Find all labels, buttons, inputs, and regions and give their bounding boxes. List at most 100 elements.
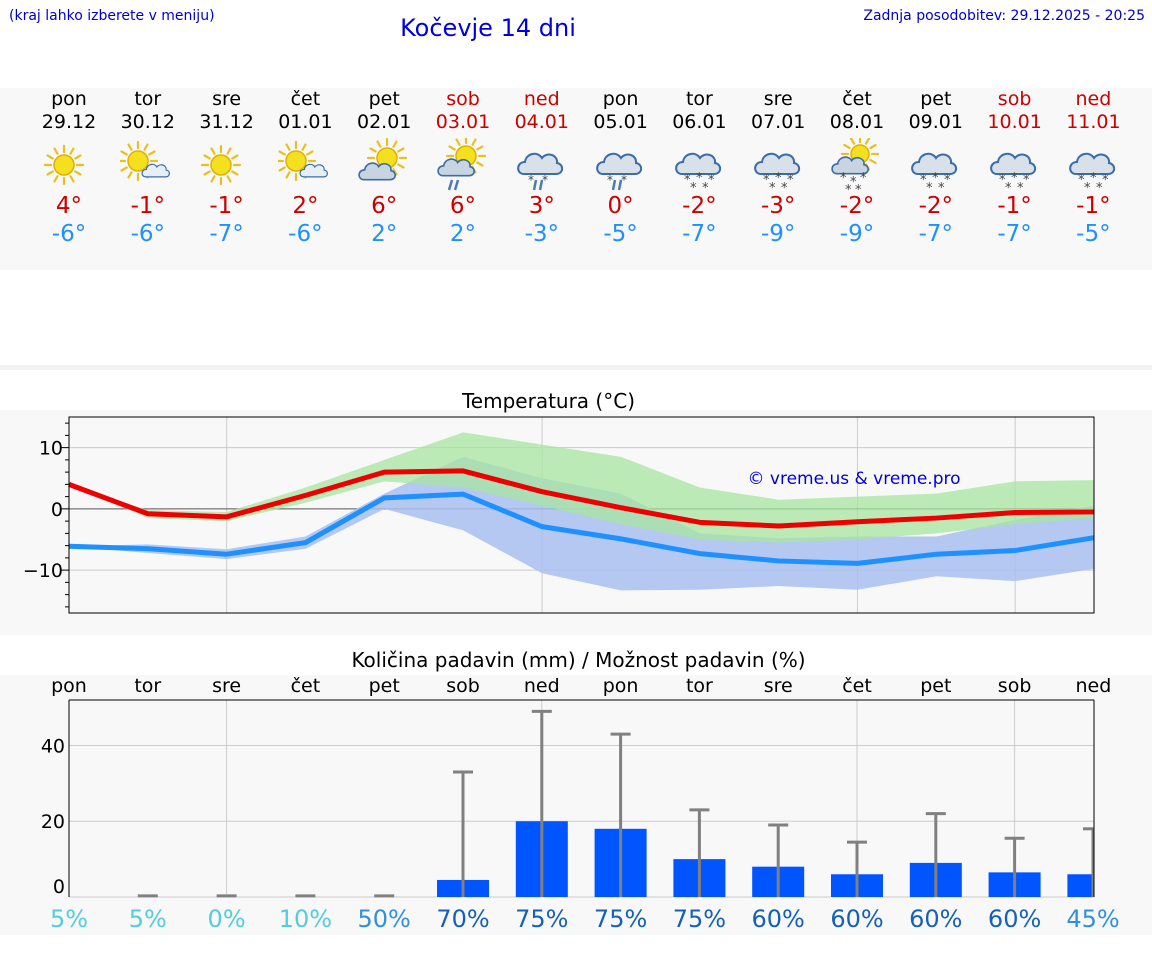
cloud-outline <box>675 152 722 175</box>
cloud-outline <box>141 163 171 178</box>
cloud-snow-icon: * * ** * <box>675 152 722 196</box>
temp-min: -7° <box>997 221 1032 247</box>
temp-max: 0° <box>607 193 634 219</box>
sun-snow-icon: * * ** * <box>830 138 879 196</box>
temperature-chart: Temperatura (°C) 10 0 −10 © vreme.us & vreme… <box>23 389 1095 614</box>
cloud-snow-icon: * * ** * <box>911 152 958 196</box>
snowflake: * <box>860 171 867 186</box>
sun-ray <box>143 143 149 151</box>
snowflake: * <box>684 173 691 188</box>
temp-min: -9° <box>839 221 875 247</box>
sun-cloud-icon <box>120 140 171 182</box>
snowflake: * <box>696 171 703 186</box>
snowflake: * <box>528 173 534 187</box>
probability-label: 60% <box>988 905 1041 933</box>
snowflake: * <box>1011 171 1018 186</box>
category-label: čet <box>291 675 321 697</box>
sun-ray <box>73 170 82 176</box>
cloud-shape <box>141 163 171 178</box>
probability-label: 75% <box>673 905 726 933</box>
temp-min: -7° <box>209 221 244 247</box>
sun-ray <box>231 170 239 176</box>
weather-icon-slot: * * * * * <box>1054 134 1133 196</box>
snowflake: * <box>769 181 776 196</box>
sun-shape <box>200 144 242 186</box>
category-label: sob <box>446 675 480 697</box>
y-tick-label: 10 <box>39 438 63 460</box>
sun-ray <box>376 140 382 148</box>
sun-ray <box>120 150 129 156</box>
category-label: pon <box>51 675 87 697</box>
day-name: pon <box>602 88 639 110</box>
sun-ray <box>73 154 82 160</box>
probability-label: 60% <box>752 905 805 933</box>
sun-ray <box>447 145 456 151</box>
sun-ray <box>392 140 398 148</box>
category-label: ned <box>524 675 560 697</box>
weather-icon-slot <box>108 134 187 192</box>
snowflake: * <box>1084 181 1091 196</box>
snowflake: * <box>1005 181 1012 196</box>
min-range-band <box>69 456 1094 591</box>
sun-ray <box>68 175 75 183</box>
temp-max: -2° <box>839 193 875 219</box>
probability-label: 60% <box>909 905 962 933</box>
temp-max: -3° <box>760 193 796 219</box>
snowflake: * <box>840 171 847 186</box>
cloud-outline <box>990 152 1037 175</box>
temp-max: -1° <box>1076 193 1111 219</box>
temp-min: -3° <box>524 221 560 247</box>
cloud-outline <box>830 156 869 175</box>
day-name: tor <box>685 88 713 110</box>
rain-drop <box>453 179 459 191</box>
probability-label: 75% <box>515 905 568 933</box>
day-date: 03.01 <box>435 111 491 133</box>
cloud-sun-icon <box>357 138 407 181</box>
temp-min: -5° <box>1076 221 1111 247</box>
cloud-shape <box>1069 152 1116 175</box>
sun-ray <box>127 143 133 151</box>
plot-frame <box>68 416 1095 614</box>
day-column: ned 11.01 * * * * * -1° -5° <box>1054 88 1133 248</box>
day-date: 09.01 <box>908 111 963 133</box>
probability-label: 5% <box>50 905 88 933</box>
day-name: ned <box>1075 88 1112 110</box>
sun-ray <box>306 150 314 156</box>
daily-forecast: pon 29.12 4° -6° tor 30.12 -1° -6° sre 31.12 -1° -7… <box>0 88 1152 258</box>
snowflake: * <box>708 173 715 188</box>
day-column: tor 06.01 * * * * * -2° -7° <box>660 88 739 248</box>
rain-drop <box>447 179 453 191</box>
chart-title: Temperatura (°C) <box>461 389 635 413</box>
weather-icon-slot: * * * * * <box>660 134 739 196</box>
snowflake: * <box>621 173 627 187</box>
cloud-outline <box>1069 152 1116 175</box>
sun-ray <box>864 138 870 145</box>
precip-bar <box>1067 874 1094 897</box>
day-name: sob <box>997 88 1032 110</box>
probability-label: 45% <box>1066 905 1119 933</box>
temp-min: -5° <box>603 221 638 247</box>
sun-ray <box>210 175 216 183</box>
sun-ray <box>396 163 405 169</box>
weather-icon-slot <box>30 134 109 192</box>
temp-min: -7° <box>918 221 954 247</box>
snowflake: * <box>542 173 548 187</box>
cloud-outline <box>436 158 475 177</box>
cloud-outline <box>753 152 800 175</box>
precipitation-chart: Količina padavin (mm) / Možnost padavin … <box>41 648 1120 933</box>
temp-max: -1° <box>130 193 166 219</box>
category-label: ned <box>1076 675 1112 697</box>
temp-min: 2° <box>371 221 398 247</box>
sun-ray <box>842 143 851 150</box>
snowflake: * <box>926 181 933 196</box>
sun-ray <box>68 147 75 155</box>
sun-ray <box>127 171 133 179</box>
category-label: čet <box>842 675 872 697</box>
category-label: tor <box>686 675 713 697</box>
sun-ray <box>52 175 59 183</box>
sun-ray <box>454 138 461 146</box>
sun-ray <box>278 166 286 172</box>
day-name: pet <box>368 88 400 110</box>
cloud-outline <box>596 152 643 175</box>
sun-ray <box>285 171 291 179</box>
